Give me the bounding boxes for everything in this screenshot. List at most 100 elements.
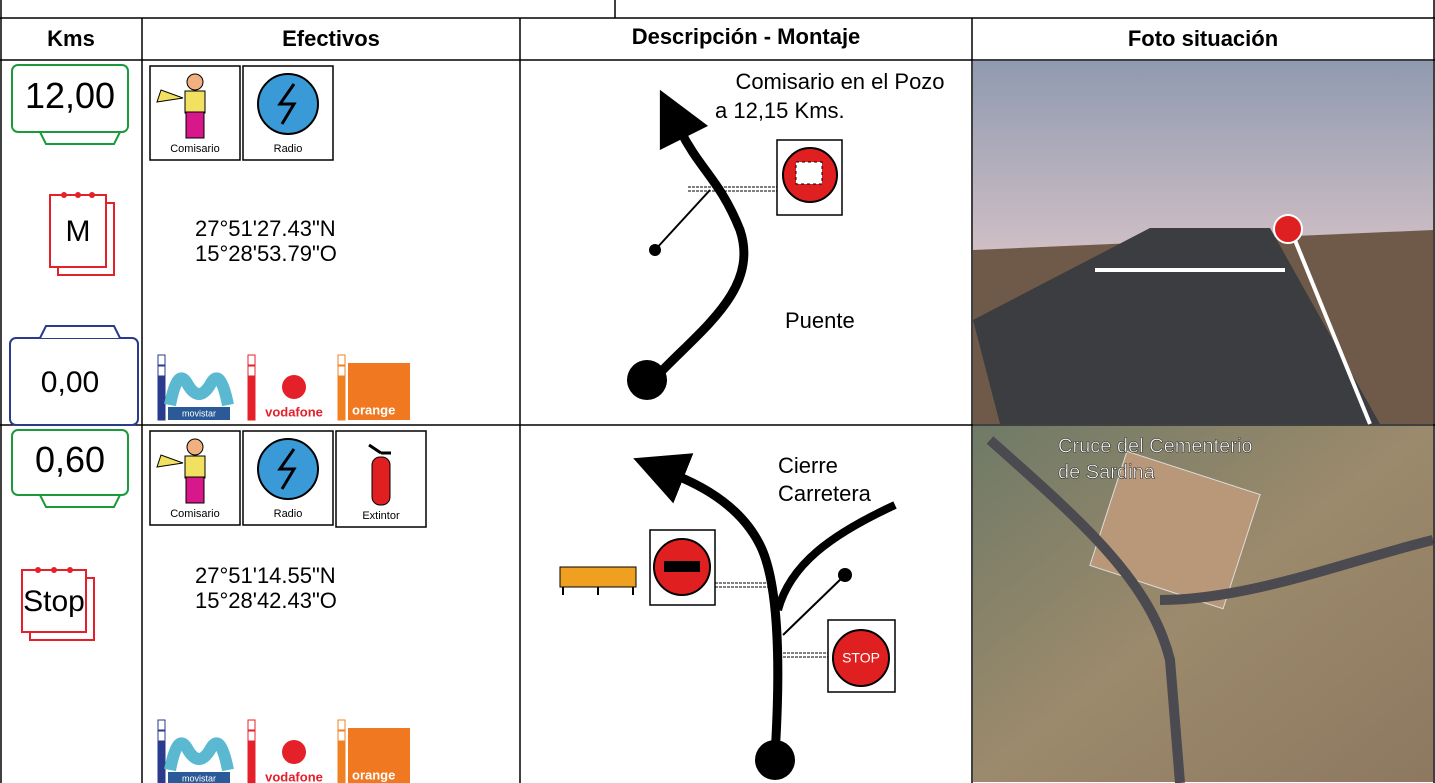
signal-bar — [247, 730, 256, 742]
signal-bar — [247, 763, 256, 775]
signal-bar — [247, 365, 256, 377]
signal-bar — [337, 376, 346, 388]
signal-bar — [157, 730, 166, 742]
coordinates: 15°28'42.43"O — [195, 588, 337, 613]
start-dot — [627, 360, 667, 400]
signal-bar — [337, 409, 346, 421]
operator-name: movistar — [182, 408, 216, 418]
icon-head — [186, 438, 204, 456]
icon-bolt — [277, 83, 297, 125]
ring — [75, 192, 81, 198]
logo-drop — [282, 375, 306, 399]
signal-bar — [337, 752, 346, 764]
signal-bar — [157, 365, 166, 377]
km-tab — [39, 131, 121, 145]
coordinates: 27°51'27.43"N — [195, 216, 336, 241]
signal-bar — [247, 409, 256, 421]
signal-bar — [157, 741, 166, 753]
notebook — [21, 569, 87, 633]
effective-label: Comisario — [170, 508, 220, 520]
signal-bar — [247, 741, 256, 753]
signal-bar — [247, 354, 256, 366]
signal-bar — [247, 774, 256, 783]
barrier-legs — [562, 587, 634, 595]
signal-bar — [247, 719, 256, 731]
icon-body — [184, 90, 206, 114]
signal-bar — [337, 365, 346, 377]
road-line — [1095, 227, 1372, 425]
side-road — [654, 189, 711, 251]
km-box — [11, 64, 129, 133]
signal-bar — [337, 354, 346, 366]
effective-label: Comisario — [170, 143, 220, 155]
description-note: Puente — [785, 308, 855, 333]
photo-caption: Cruce del Cementerio — [1058, 435, 1253, 457]
side-dot — [649, 244, 661, 256]
start-dot — [755, 740, 795, 780]
icon-legs — [185, 111, 205, 139]
signal-bar — [247, 376, 256, 388]
km-partial-tab — [39, 325, 121, 339]
logo-band — [168, 772, 230, 783]
route — [633, 453, 783, 756]
signal-bar — [337, 730, 346, 742]
flag — [795, 161, 823, 185]
effective-label: Radio — [274, 143, 303, 155]
signal-bar — [157, 774, 166, 783]
signal-bar — [157, 752, 166, 764]
description-note: Comisario en el Pozo — [735, 69, 944, 94]
ring — [67, 567, 73, 573]
stop-label: STOP — [842, 650, 880, 666]
route — [651, 89, 749, 382]
notebook-label: Stop — [23, 585, 85, 618]
signal-bar — [157, 409, 166, 421]
icon-legs — [185, 476, 205, 504]
icon-head — [186, 73, 204, 91]
side-dot — [838, 568, 852, 582]
km-tab — [39, 494, 121, 508]
photo-sign — [1273, 214, 1303, 244]
logo-bg — [348, 363, 410, 420]
column-header: Kms — [47, 26, 95, 51]
icon-hose — [368, 443, 391, 455]
photo-road — [986, 436, 1435, 783]
no-entry-bar — [664, 561, 700, 572]
icon-flag — [156, 454, 184, 468]
photo-caption: de Sardina — [1058, 461, 1156, 483]
notebook-label: M — [66, 215, 91, 248]
signal-bar — [157, 763, 166, 775]
side-road — [782, 574, 846, 636]
ring — [51, 567, 57, 573]
operator-name: orange — [352, 402, 395, 417]
signal-bar — [247, 398, 256, 410]
effective-label: Radio — [274, 508, 303, 520]
ring — [61, 192, 67, 198]
operator-name: vodafone — [265, 404, 323, 419]
coordinates: 15°28'53.79"O — [195, 241, 337, 266]
operator-name: orange — [352, 767, 395, 782]
column-header: Descripción - Montaje — [632, 24, 861, 49]
km-box — [11, 429, 129, 496]
icon-flag — [156, 89, 184, 103]
branch — [774, 501, 897, 612]
ring — [89, 192, 95, 198]
signal-bar — [157, 719, 166, 731]
signal-bar — [337, 387, 346, 399]
signal-bar — [337, 741, 346, 753]
column-header: Foto situación — [1128, 26, 1278, 51]
signal-bar — [157, 354, 166, 366]
logo-band — [168, 407, 230, 420]
signal-bar — [337, 763, 346, 775]
description-note: Cierre — [778, 453, 838, 478]
photo-road — [973, 228, 1380, 424]
km-value: 0,60 — [35, 439, 105, 480]
icon-bolt — [277, 448, 297, 490]
icon-extinguisher — [371, 456, 391, 506]
signal-bar — [157, 387, 166, 399]
operator-name: movistar — [182, 773, 216, 783]
stop-sign — [832, 629, 890, 687]
coordinates: 27°51'14.55"N — [195, 563, 336, 588]
description-note: a 12,15 Kms. — [715, 98, 845, 123]
